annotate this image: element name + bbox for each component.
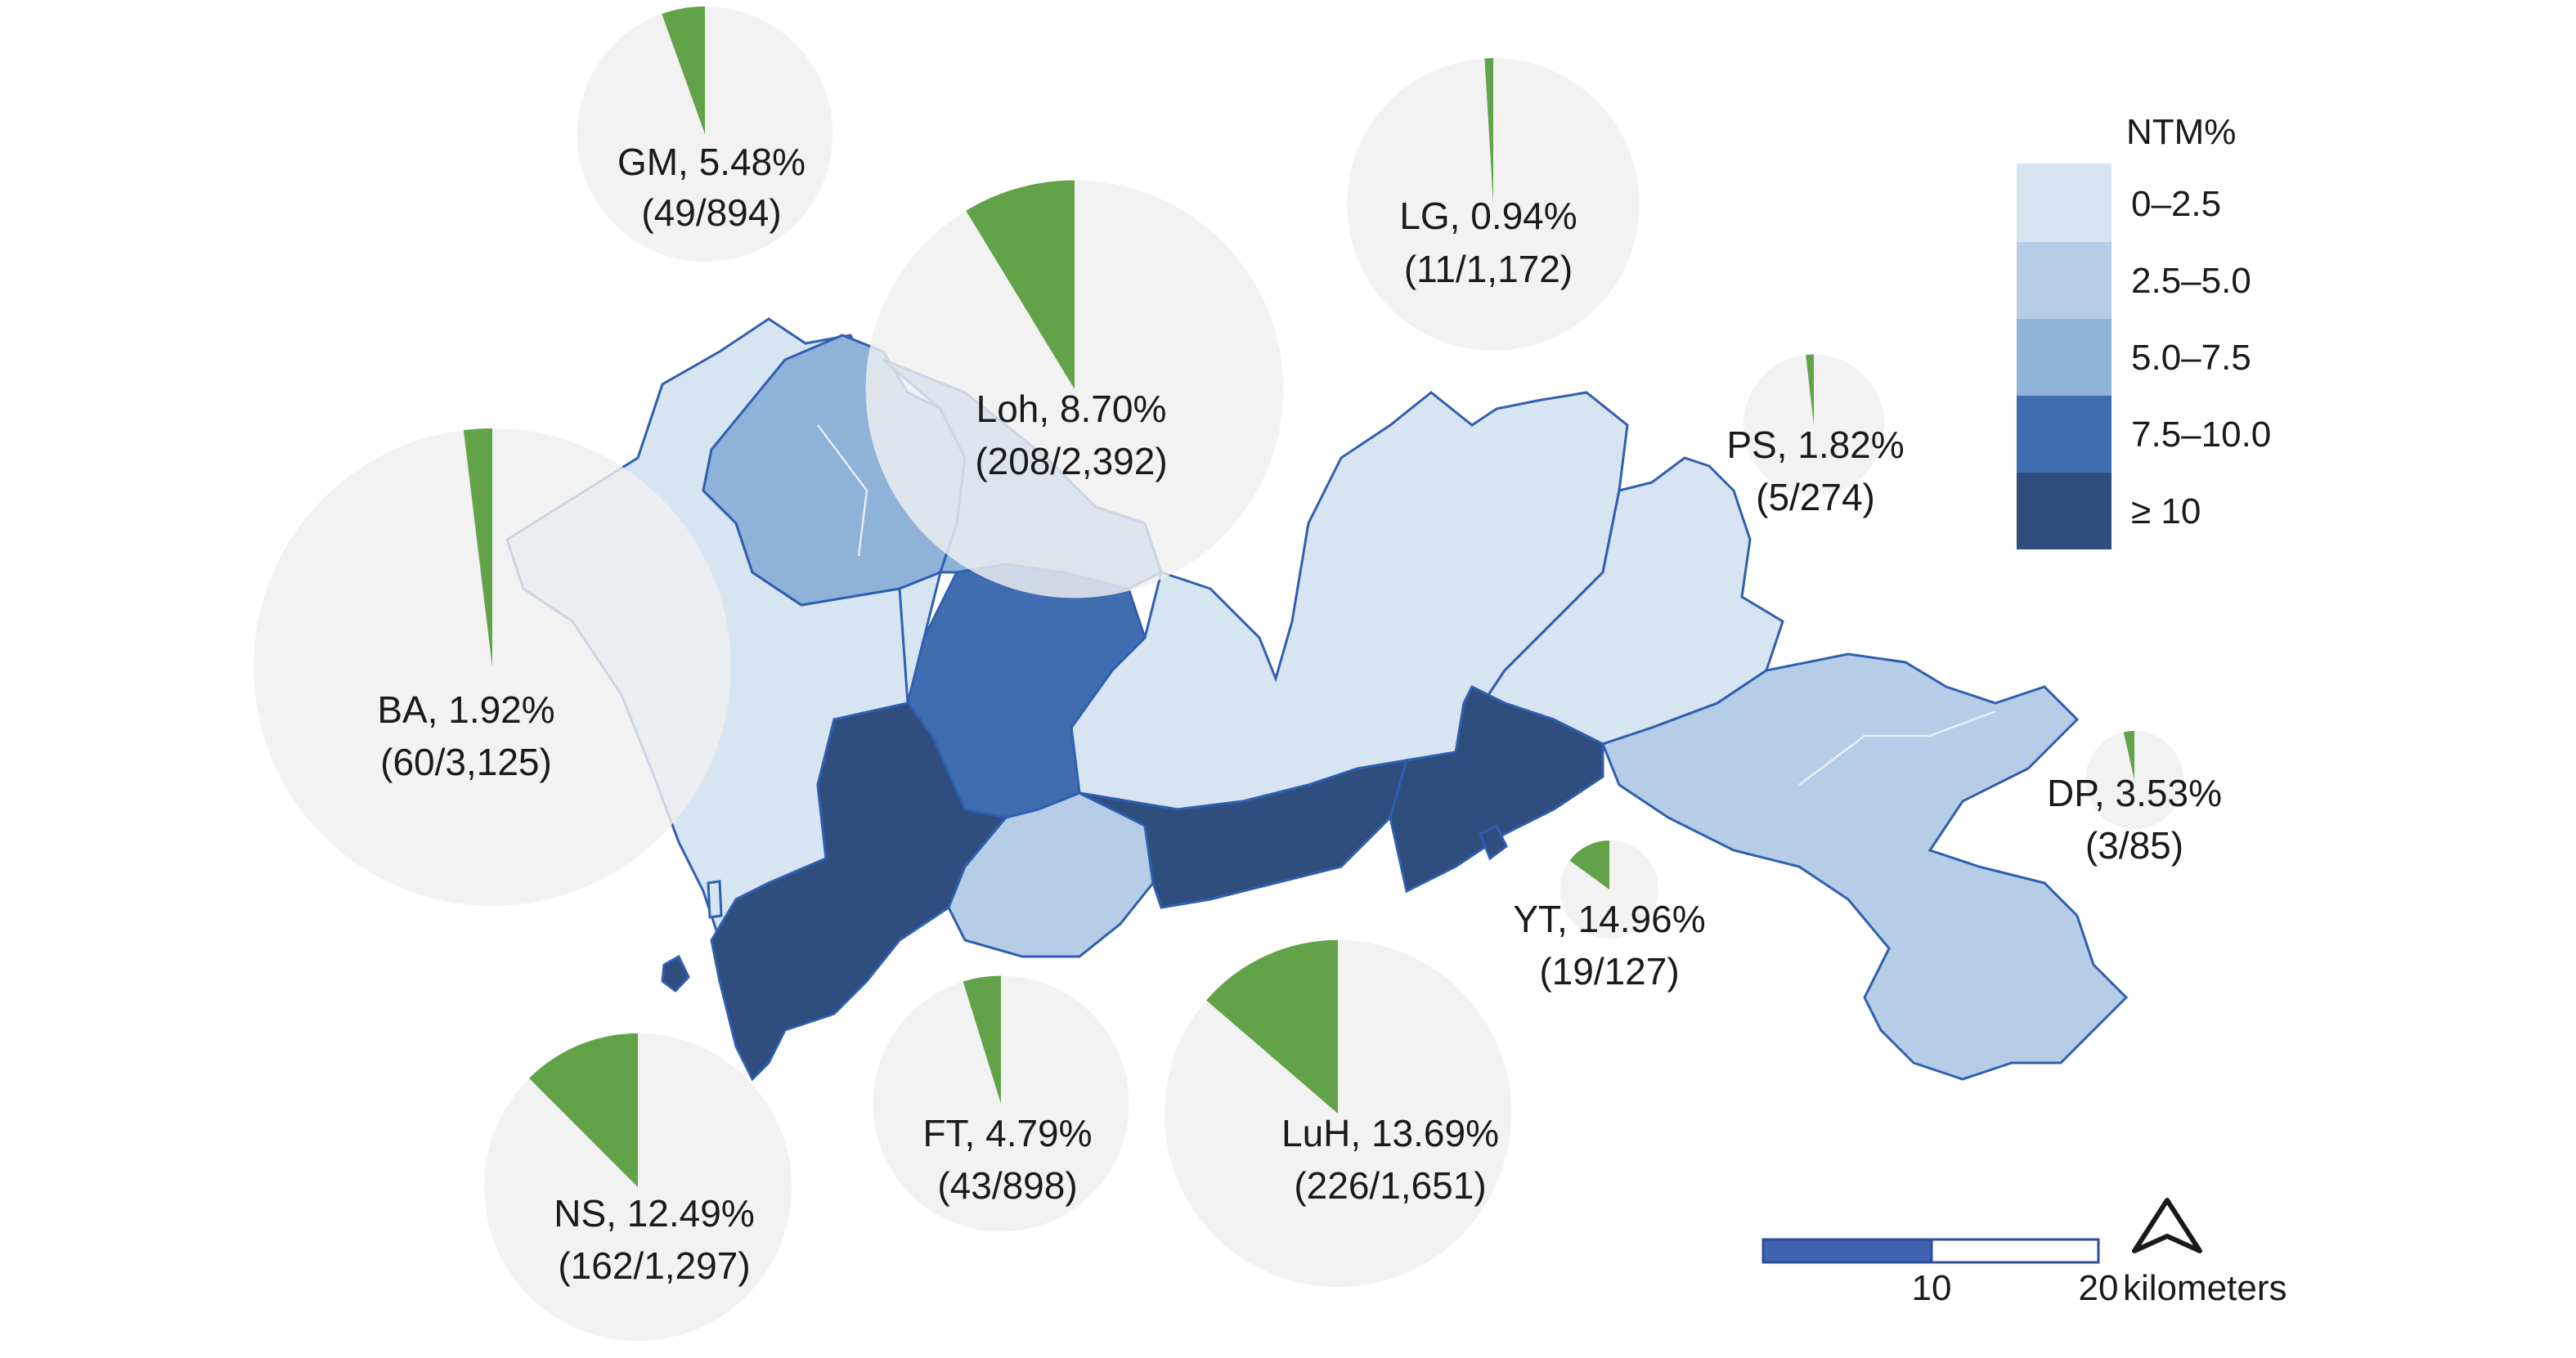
legend-swatch-1 [2017,242,2112,319]
label-dp: DP, 3.53% [2047,772,2222,814]
legend-label-3: 7.5–10.0 [2131,415,2271,455]
north-arrow-icon [2132,1198,2202,1253]
label-ft: FT, 4.79% [922,1112,1092,1154]
district-labels: GM, 5.48% (49/894) Loh, 8.70% (208/2,392… [377,141,2222,1287]
label-luh: LuH, 13.69% [1281,1112,1499,1154]
label-ba: BA, 1.92% [377,688,554,731]
legend-label-2: 5.0–7.5 [2131,338,2251,378]
counts-loh: (208/2,392) [975,440,1167,482]
label-ns: NS, 12.49% [554,1192,754,1235]
legend-label-4: ≥ 10 [2131,491,2201,531]
label-yt: YT, 14.96% [1513,898,1705,940]
label-gm: GM, 5.48% [617,141,806,183]
scale-unit: kilometers [2123,1268,2287,1308]
counts-gm: (49/894) [641,191,781,234]
counts-ns: (162/1,297) [558,1244,750,1287]
scale-bar-filled [1761,1238,1933,1264]
pie-slice-ns [529,1033,638,1187]
pie-slice-gm [662,6,705,134]
legend-title: NTM% [2126,112,2236,152]
scale-tick-10: 10 [1912,1268,1952,1308]
pie-slice-lg [1484,58,1493,205]
label-lg: LG, 0.94% [1399,195,1577,237]
label-loh: Loh, 8.70% [976,388,1167,430]
pie-slice-luh [1206,939,1338,1114]
label-ps: PS, 1.82% [1726,424,1904,466]
legend-label-1: 2.5–5.0 [2131,261,2251,301]
region-ns [710,701,1008,1082]
region-island-2 [707,880,723,919]
counts-ba: (60/3,125) [380,741,552,783]
pie-slice-loh [966,180,1075,389]
counts-dp: (3/85) [2085,824,2183,867]
legend-swatch-0 [2017,164,2112,242]
legend-swatch-3 [2017,396,2112,473]
counts-ps: (5/274) [1756,476,1875,518]
counts-yt: (19/127) [1539,950,1679,993]
pie-slice-ps [1806,354,1814,425]
scale-tick-20: 20 [2079,1268,2119,1308]
legend: NTM% 0–2.5 2.5–5.0 5.0–7.5 7.5–10.0 ≥ 10 [2017,112,2271,549]
pie-slice-yt [1569,840,1609,890]
pie-slice-dp [2123,731,2134,780]
counts-luh: (226/1,651) [1294,1164,1486,1207]
legend-swatch-2 [2017,319,2112,396]
scale-bar-empty [1930,1238,2100,1264]
counts-lg: (11/1,172) [1404,248,1573,290]
legend-swatch-4 [2017,473,2112,549]
region-island-1 [661,954,690,993]
region-island-3 [1479,823,1508,861]
legend-label-0: 0–2.5 [2131,184,2221,224]
counts-ft: (43/898) [937,1164,1077,1207]
inner-border-lines [817,424,1996,786]
pie-slice-ba [463,428,492,667]
scale-bar: 10 20 kilometers [1761,1238,2287,1308]
region-dp [1601,652,2129,1081]
pie-slice-ft [963,975,1001,1104]
region-yt [1389,684,1604,894]
district-pie-charts [254,6,2183,1342]
